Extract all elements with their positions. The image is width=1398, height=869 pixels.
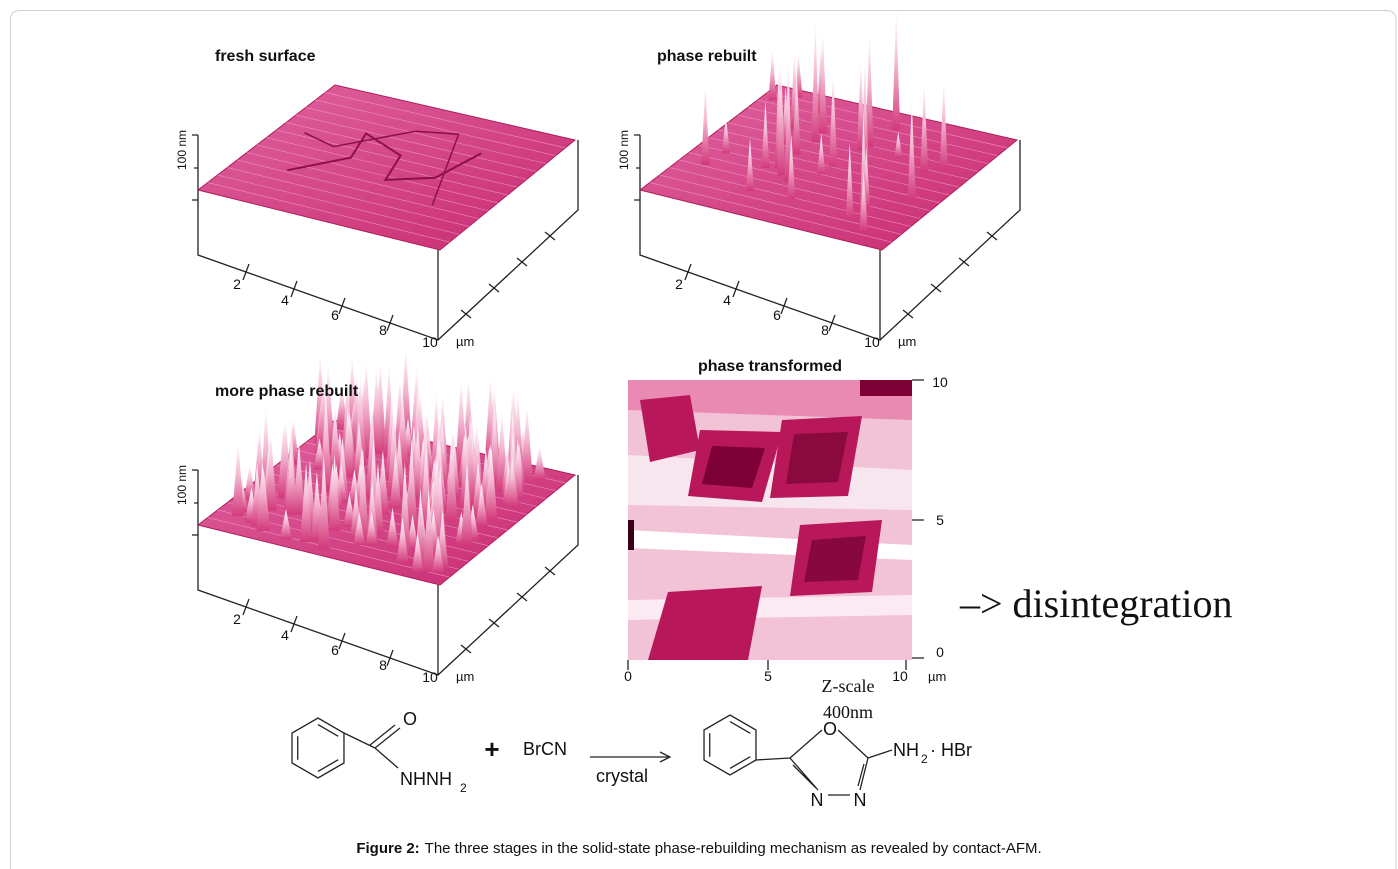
axis-tick: [829, 315, 835, 331]
x-tick-label: 10: [422, 334, 438, 350]
z-scale-label: Z-scale: [822, 676, 875, 696]
map-region: [860, 380, 912, 396]
content: 100 nm fresh surface 2 4 6 8 10 µm 100 nm phase r…: [175, 10, 1233, 857]
benzene-ring: [704, 715, 756, 775]
x-tick-label: 8: [821, 322, 829, 338]
axis-tick: [339, 633, 345, 649]
axis-tick: [387, 650, 393, 666]
subscript: 2: [460, 781, 467, 795]
x-tick-label: 8: [379, 657, 387, 673]
atom-label: N: [811, 790, 824, 810]
caption-label: Figure 2:: [356, 840, 419, 857]
atom-label: N: [854, 790, 867, 810]
axis-tick: [781, 298, 787, 314]
x-tick-label: 2: [233, 611, 241, 627]
x-tick-label: 2: [675, 276, 683, 292]
x-tick-label: 6: [331, 642, 339, 658]
y-tick-label: 5: [936, 512, 944, 528]
x-tick-label: 0: [624, 668, 632, 684]
unit-label: µm: [898, 334, 916, 349]
caption-text: The three stages in the solid-state phas…: [425, 840, 1042, 857]
annotation: –> disintegration: [959, 581, 1233, 626]
unit-label: µm: [928, 669, 946, 684]
axis-tick: [685, 264, 691, 280]
x-tick-label: 10: [864, 334, 880, 350]
subscript: 2: [921, 752, 928, 766]
group-label: NH: [893, 740, 919, 760]
axis-tick: [291, 616, 297, 632]
atom-label: O: [403, 709, 417, 729]
x-tick-label: 8: [379, 322, 387, 338]
z-axis-label: 100 nm: [175, 465, 189, 505]
condition: crystal: [596, 766, 648, 786]
spike: [768, 49, 776, 101]
unit-label: µm: [456, 334, 474, 349]
panel-title: fresh surface: [215, 48, 316, 65]
panel-title: more phase rebuilt: [215, 383, 359, 400]
oxadiazole-ring: [756, 730, 892, 795]
map-region: [804, 536, 866, 582]
map-region: [640, 395, 700, 462]
double-bond: [298, 725, 339, 772]
x-tick-label: 4: [281, 627, 289, 643]
reagent: BrCN: [523, 739, 567, 759]
unit-label: µm: [456, 669, 474, 684]
axis-tick: [291, 281, 297, 297]
z-axis-label: 100 nm: [617, 130, 631, 170]
map-region: [628, 520, 634, 550]
afm-3d-plot: 100 nm more phase rebuilt 2 4 6 8 10 µm: [175, 345, 578, 685]
figure: 100 nm fresh surface 2 4 6 8 10 µm 100 nm phase r…: [0, 0, 1398, 869]
x-tick-label: 10: [422, 669, 438, 685]
x-tick-label: 10: [892, 668, 908, 684]
panel-title: phase rebuilt: [657, 48, 757, 65]
double-bond: [710, 722, 751, 769]
x-tick-label: 5: [764, 668, 772, 684]
y-tick-label: 10: [932, 374, 948, 390]
axis-tick: [733, 281, 739, 297]
benzene-ring: [292, 718, 344, 778]
x-tick-label: 2: [233, 276, 241, 292]
afm-3d-plot: 100 nm phase rebuilt 2 4 6 8 10 µm: [617, 10, 1020, 350]
afm-height-map: [628, 380, 924, 670]
x-tick-label: 6: [331, 307, 339, 323]
atom-label: O: [823, 719, 837, 739]
plus-sign: +: [484, 734, 499, 764]
axis-tick: [387, 315, 393, 331]
spike: [811, 21, 819, 143]
map-region: [786, 432, 848, 484]
axis-tick: [339, 298, 345, 314]
group-label: NHNH: [400, 769, 452, 789]
bond: [344, 725, 400, 768]
spike: [232, 442, 244, 516]
y-tick-label: 0: [936, 644, 944, 660]
caption: Figure 2: The three stages in the solid-s…: [356, 840, 1041, 857]
salt-label: · HBr: [930, 740, 972, 760]
afm-3d-plot: 100 nm fresh surface 2 4 6 8 10 µm: [175, 48, 578, 350]
z-axis-label: 100 nm: [175, 130, 189, 170]
spike: [534, 446, 546, 480]
x-tick-label: 4: [723, 292, 731, 308]
x-tick-label: 6: [773, 307, 781, 323]
axis-tick: [243, 264, 249, 280]
x-tick-label: 4: [281, 292, 289, 308]
axis-tick: [243, 599, 249, 615]
panel-title: phase transformed: [698, 358, 842, 375]
spike: [892, 10, 900, 130]
spike: [701, 83, 709, 165]
reaction-arrow: [590, 752, 670, 762]
